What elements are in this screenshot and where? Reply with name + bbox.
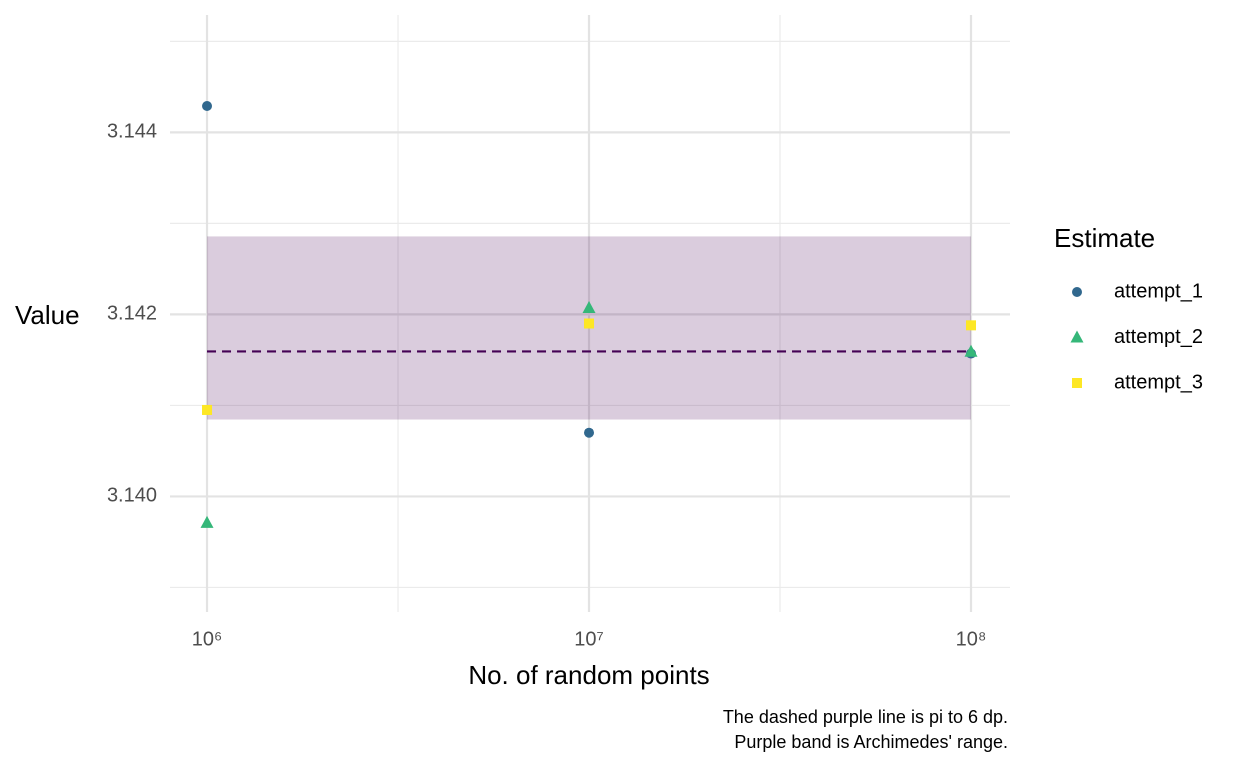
x-tick-label: 10⁸ — [956, 628, 987, 650]
data-point — [200, 515, 214, 528]
legend-label: attempt_3 — [1114, 371, 1203, 393]
caption: Purple band is Archimedes' range. — [734, 732, 1008, 752]
data-point — [202, 101, 213, 112]
y-axis-title: Value — [15, 300, 80, 330]
data-point — [584, 427, 595, 438]
y-tick-label: 3.142 — [107, 303, 157, 325]
data-point — [966, 320, 977, 331]
caption: The dashed purple line is pi to 6 dp. — [723, 707, 1008, 727]
data-point — [582, 301, 596, 314]
grid — [170, 15, 1010, 612]
data-point — [964, 344, 978, 357]
legend-marker — [1072, 378, 1082, 388]
y-tick-label: 3.144 — [107, 121, 157, 143]
x-tick-label: 10⁶ — [192, 628, 222, 650]
x-axis-title: No. of random points — [468, 660, 709, 690]
data-point — [584, 318, 595, 329]
legend-title: Estimate — [1054, 223, 1155, 253]
y-tick-label: 3.140 — [107, 485, 157, 507]
legend-label: attempt_2 — [1114, 326, 1203, 348]
data-point — [202, 404, 213, 415]
legend-label: attempt_1 — [1114, 280, 1203, 302]
x-tick-label: 10⁷ — [574, 628, 603, 650]
legend-marker — [1072, 287, 1082, 297]
legend-marker — [1070, 330, 1084, 343]
